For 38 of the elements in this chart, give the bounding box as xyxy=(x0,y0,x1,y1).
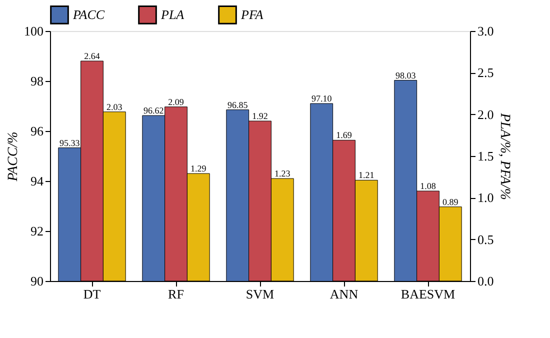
data-label: 0.89 xyxy=(442,196,459,207)
y2-axis-title: PLA/%, PFA/% xyxy=(496,112,512,200)
y-tick-label: 94 xyxy=(30,174,44,188)
data-label: 1.23 xyxy=(274,168,291,178)
data-label: 1.69 xyxy=(336,130,352,140)
data-label: 96.62 xyxy=(143,106,164,116)
y2-tick-label: 0.5 xyxy=(478,232,494,247)
y-tick-label: 90 xyxy=(30,274,44,288)
x-tick-label: DT xyxy=(83,286,101,302)
y-tick-label: 92 xyxy=(30,224,44,238)
x-tick-label: ANN xyxy=(330,286,359,302)
data-label: 95.33 xyxy=(59,138,80,148)
legend-label: PLA xyxy=(160,6,184,22)
y2-tick-label: 3.0 xyxy=(478,24,494,38)
y-axis-title: PACC/% xyxy=(6,132,21,182)
data-label: 1.21 xyxy=(358,170,374,180)
x-tick-label: SVM xyxy=(246,286,275,302)
data-label: 2.03 xyxy=(106,102,123,112)
x-tick-label: RF xyxy=(168,286,184,302)
data-label: 1.92 xyxy=(252,111,268,121)
data-label: 1.08 xyxy=(420,181,436,191)
data-label: 97.10 xyxy=(311,94,332,104)
y2-tick-label: 0.0 xyxy=(478,274,494,288)
x-tick-label: BAESVM xyxy=(400,286,456,302)
y2-tick-label: 2.0 xyxy=(478,106,494,122)
data-label: 2.09 xyxy=(168,96,184,107)
y2-tick-label: 1.5 xyxy=(478,148,494,164)
data-label: 1.29 xyxy=(190,164,207,174)
data-label: 96.85 xyxy=(227,100,248,110)
data-label: 2.64 xyxy=(84,51,100,61)
y-tick-label: 98 xyxy=(30,74,44,88)
y2-tick-label: 2.5 xyxy=(478,65,494,80)
y-tick-label: 96 xyxy=(30,124,44,138)
data-label: 98.03 xyxy=(395,70,416,80)
y-tick-label: 100 xyxy=(24,24,44,38)
legend-label: PFA xyxy=(240,6,264,22)
y2-tick-label: 1.0 xyxy=(478,190,494,206)
legend-label: PACC xyxy=(72,6,105,22)
